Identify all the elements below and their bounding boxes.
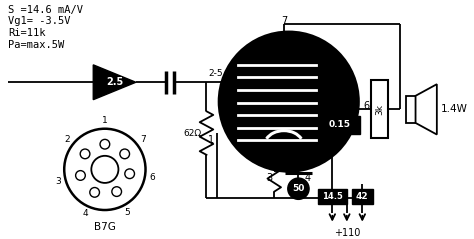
Text: 0.15: 0.15	[329, 120, 351, 129]
Polygon shape	[416, 84, 437, 135]
Text: 5: 5	[125, 208, 130, 217]
Bar	[406, 96, 416, 123]
Circle shape	[91, 156, 118, 183]
Text: 7: 7	[140, 135, 146, 144]
Text: 2-5: 2-5	[209, 69, 223, 78]
Circle shape	[76, 171, 85, 180]
Text: 2: 2	[64, 135, 70, 144]
Text: 2.5: 2.5	[106, 77, 123, 87]
Text: 50: 50	[292, 184, 305, 193]
Bar	[371, 80, 389, 138]
Text: +110: +110	[334, 228, 360, 239]
Text: 1: 1	[102, 116, 108, 125]
Bar	[352, 189, 373, 204]
Text: 6: 6	[150, 173, 155, 182]
Text: 3k: 3k	[375, 104, 384, 115]
Text: 6: 6	[363, 102, 369, 111]
Text: 1.4W: 1.4W	[441, 104, 467, 114]
Text: S =14.6 mA/V
Vg1= -3.5V
Ri=11k
Pa=max.5W: S =14.6 mA/V Vg1= -3.5V Ri=11k Pa=max.5W	[8, 5, 83, 50]
Circle shape	[90, 188, 100, 197]
Bar	[318, 189, 347, 204]
Circle shape	[100, 139, 109, 149]
Text: 62Ω: 62Ω	[183, 129, 201, 138]
Circle shape	[64, 129, 146, 210]
Text: 14.5: 14.5	[322, 192, 343, 201]
Circle shape	[112, 187, 121, 196]
Text: 3: 3	[266, 173, 273, 183]
Circle shape	[125, 169, 135, 179]
Text: 4: 4	[82, 209, 88, 218]
Circle shape	[120, 149, 129, 159]
Circle shape	[219, 32, 358, 171]
Circle shape	[288, 178, 309, 199]
Text: +: +	[273, 156, 281, 166]
Text: 7: 7	[281, 16, 287, 26]
Bar	[320, 116, 360, 134]
Circle shape	[80, 149, 90, 159]
Text: 3: 3	[55, 177, 61, 185]
Text: 42: 42	[356, 192, 369, 201]
Text: B7G: B7G	[94, 222, 116, 232]
Polygon shape	[93, 65, 136, 100]
Text: 1: 1	[208, 135, 214, 145]
Text: 4: 4	[305, 173, 311, 183]
